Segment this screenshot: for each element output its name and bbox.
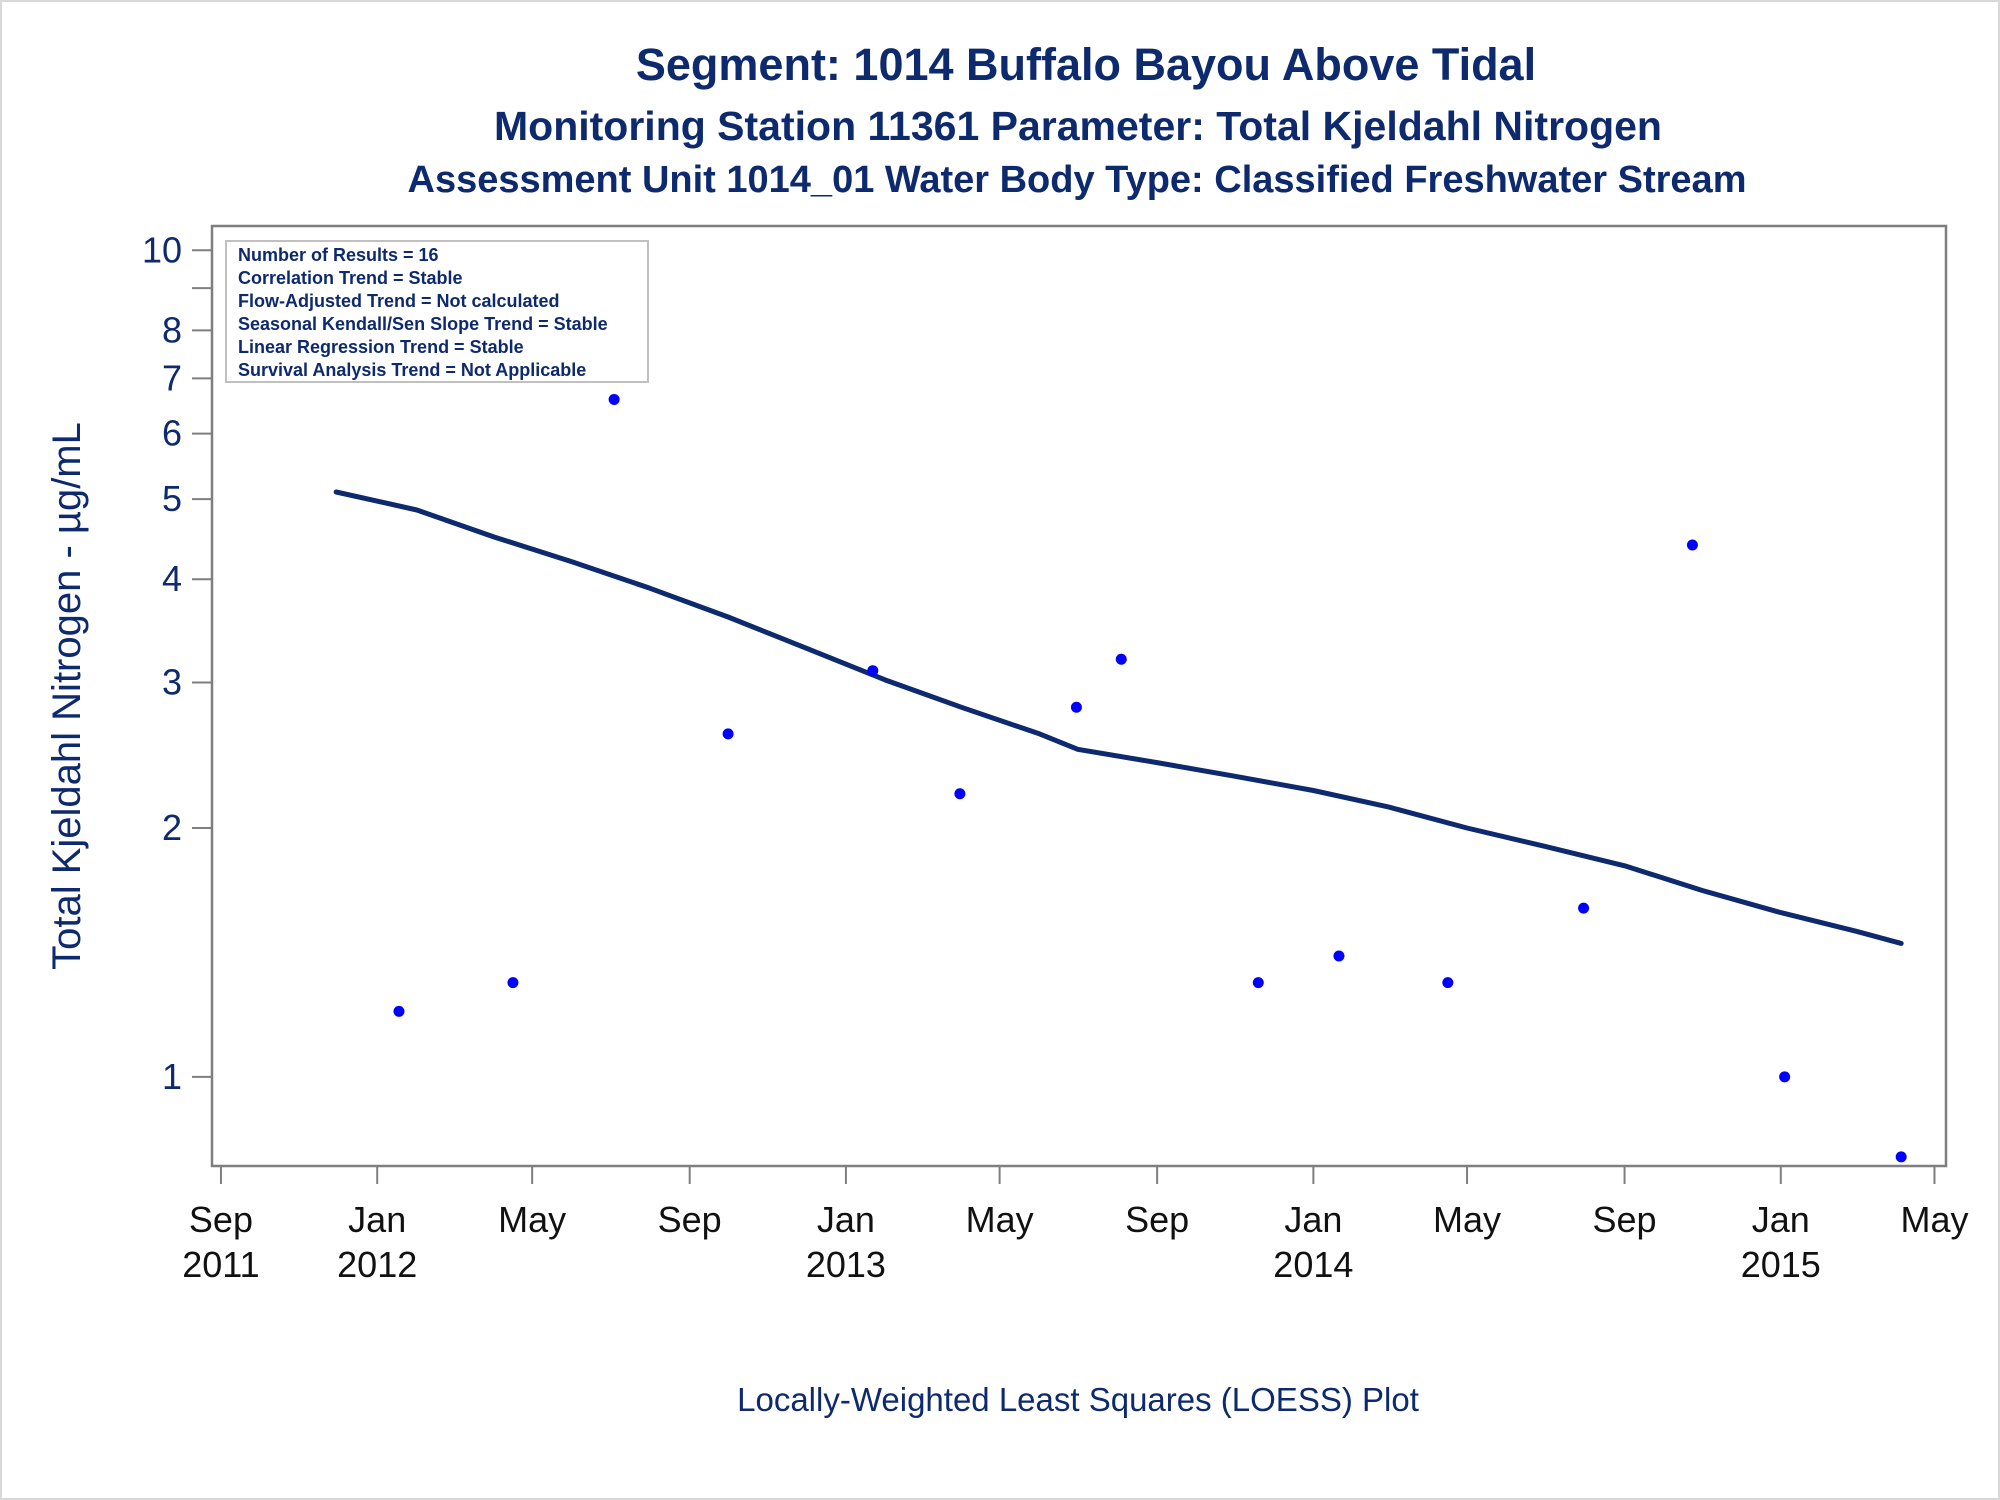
data-point — [867, 665, 879, 677]
chart-subtitle-2: Assessment Unit 1014_01 Water Body Type:… — [408, 159, 1747, 201]
inset-survival-analysis-trend: Survival Analysis Trend = Not Applicable — [238, 360, 586, 380]
plot-type-footnote: Locally-Weighted Least Squares (LOESS) P… — [737, 1381, 1419, 1418]
x-tick-month: Jan — [348, 1199, 406, 1240]
trend-summary-border — [225, 240, 649, 383]
y-tick-label: 5 — [162, 478, 182, 519]
x-tick-year: 2012 — [337, 1244, 417, 1285]
x-tick-month: Sep — [1593, 1199, 1657, 1240]
data-point — [1333, 950, 1345, 962]
y-tick-label: 6 — [162, 413, 182, 454]
data-point — [954, 788, 966, 800]
x-tick-year: 2013 — [806, 1244, 886, 1285]
y-axis-label: Total Kjeldahl Nitrogen - µg/mL — [45, 422, 89, 970]
data-point — [1686, 539, 1698, 551]
x-tick-year: 2014 — [1273, 1244, 1353, 1285]
x-tick-month: May — [1433, 1199, 1501, 1240]
y-axis: 1 2 3 4 5 6 7 8 10 — [142, 229, 212, 1097]
x-tick-month: May — [1900, 1199, 1968, 1240]
x-tick-month: May — [498, 1199, 566, 1240]
x-tick-month: Jan — [1284, 1199, 1342, 1240]
data-point — [1578, 902, 1590, 914]
x-tick-month: Sep — [1125, 1199, 1189, 1240]
trend-summary-box: Number of Results = 16 Correlation Trend… — [225, 240, 649, 383]
data-point — [1442, 977, 1454, 989]
chart-title: Segment: 1014 Buffalo Bayou Above Tidal — [636, 39, 1536, 90]
y-tick-label: 4 — [162, 558, 182, 599]
y-tick-label: 8 — [162, 309, 182, 350]
x-tick-month: Sep — [658, 1199, 722, 1240]
loess-layer — [333, 489, 1904, 946]
x-tick-month: Jan — [817, 1199, 875, 1240]
inset-correlation-trend: Correlation Trend = Stable — [238, 268, 463, 288]
data-point — [1779, 1071, 1791, 1083]
loess-curve — [333, 489, 1904, 946]
y-tick-label: 7 — [162, 357, 182, 398]
inset-flow-adjusted-trend: Flow-Adjusted Trend = Not calculated — [238, 291, 560, 311]
x-tick-year: 2011 — [182, 1244, 259, 1285]
data-point — [507, 977, 519, 989]
x-tick-month: May — [966, 1199, 1034, 1240]
x-tick-year: 2015 — [1741, 1244, 1821, 1285]
y-tick-label: 3 — [162, 661, 182, 702]
data-point — [393, 1005, 405, 1017]
data-point — [1115, 653, 1127, 665]
y-tick-label: 1 — [162, 1056, 182, 1097]
y-tick-label: 2 — [162, 807, 182, 848]
y-tick-label: 10 — [142, 229, 182, 270]
data-point — [722, 728, 734, 740]
inset-linear-regression-trend: Linear Regression Trend = Stable — [238, 337, 524, 357]
data-point — [1895, 1151, 1907, 1163]
chart-subtitle: Monitoring Station 11361 Parameter: Tota… — [494, 103, 1662, 149]
data-point — [608, 393, 620, 405]
data-point — [1252, 977, 1264, 989]
inset-seasonal-kendall-trend: Seasonal Kendall/Sen Slope Trend = Stabl… — [238, 314, 608, 334]
inset-number-of-results: Number of Results = 16 — [238, 245, 439, 265]
x-tick-month: Jan — [1752, 1199, 1810, 1240]
data-point — [1070, 701, 1082, 713]
x-tick-month: Sep — [189, 1199, 253, 1240]
points-layer — [330, 248, 1907, 1163]
plot-area — [210, 224, 1948, 1168]
